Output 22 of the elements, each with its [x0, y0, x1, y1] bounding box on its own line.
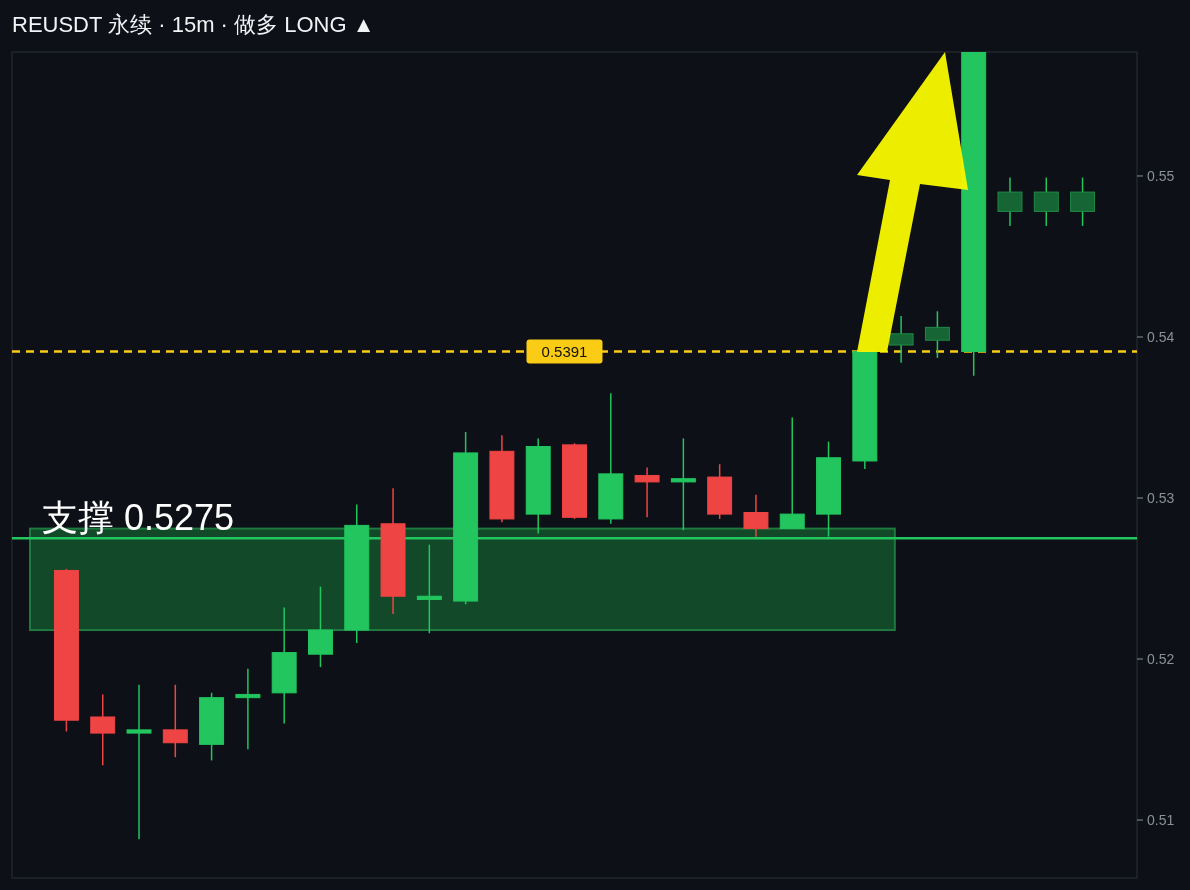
candlestick [779, 416, 805, 530]
y-tick-label: 0.52 [1147, 651, 1175, 668]
y-tick-label: 0.53 [1147, 490, 1175, 507]
candlestick [888, 315, 914, 364]
y-tick-label: 0.54 [1147, 328, 1175, 345]
ref-line-label: 支撑 0.5275 [42, 497, 235, 539]
candlestick [997, 176, 1023, 227]
candlestick [1070, 176, 1096, 227]
candlestick [670, 437, 696, 531]
y-tick-label: 0.55 [1147, 167, 1175, 184]
candlestick [235, 667, 261, 750]
candlestick [162, 684, 188, 758]
candlestick [1033, 176, 1059, 227]
candlestick [126, 684, 152, 841]
candlestick [634, 466, 660, 519]
candlestick [416, 543, 442, 635]
y-tick-label: 0.51 [1147, 812, 1175, 829]
ref-line-label: 0.5391 [541, 343, 588, 361]
candlestick [90, 693, 116, 767]
candlestick [924, 310, 950, 359]
candlestick [743, 494, 769, 538]
chart-title: REUSDT 永续 · 15m · 做多 LONG ▲ [12, 12, 375, 37]
